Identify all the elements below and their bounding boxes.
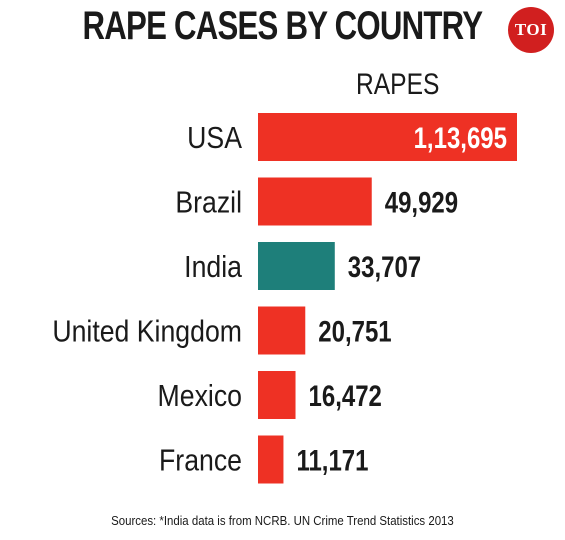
bar [258,177,372,226]
value-label: 33,707 [348,249,421,283]
category-label: France [159,444,242,478]
category-label: Mexico [158,379,242,413]
toi-logo: TOI [508,7,554,53]
value-label: 1,13,695 [414,120,507,154]
bar [258,435,284,484]
column-header: RAPES [356,68,440,101]
bar [258,113,517,161]
chart-title: RAPE CASES BY COUNTRY [82,4,483,48]
value-label: 16,472 [309,378,382,412]
source-note: Sources: *India data is from NCRB. UN Cr… [111,513,454,528]
value-label: 49,929 [385,185,458,219]
bar [258,306,306,355]
category-label: United Kingdom [52,315,242,349]
category-label: USA [187,121,242,155]
bar [258,242,335,290]
value-label: 11,171 [296,443,368,477]
category-label: Brazil [175,186,242,220]
bar [258,371,296,419]
value-label: 20,751 [318,314,391,348]
category-label: India [184,250,243,284]
